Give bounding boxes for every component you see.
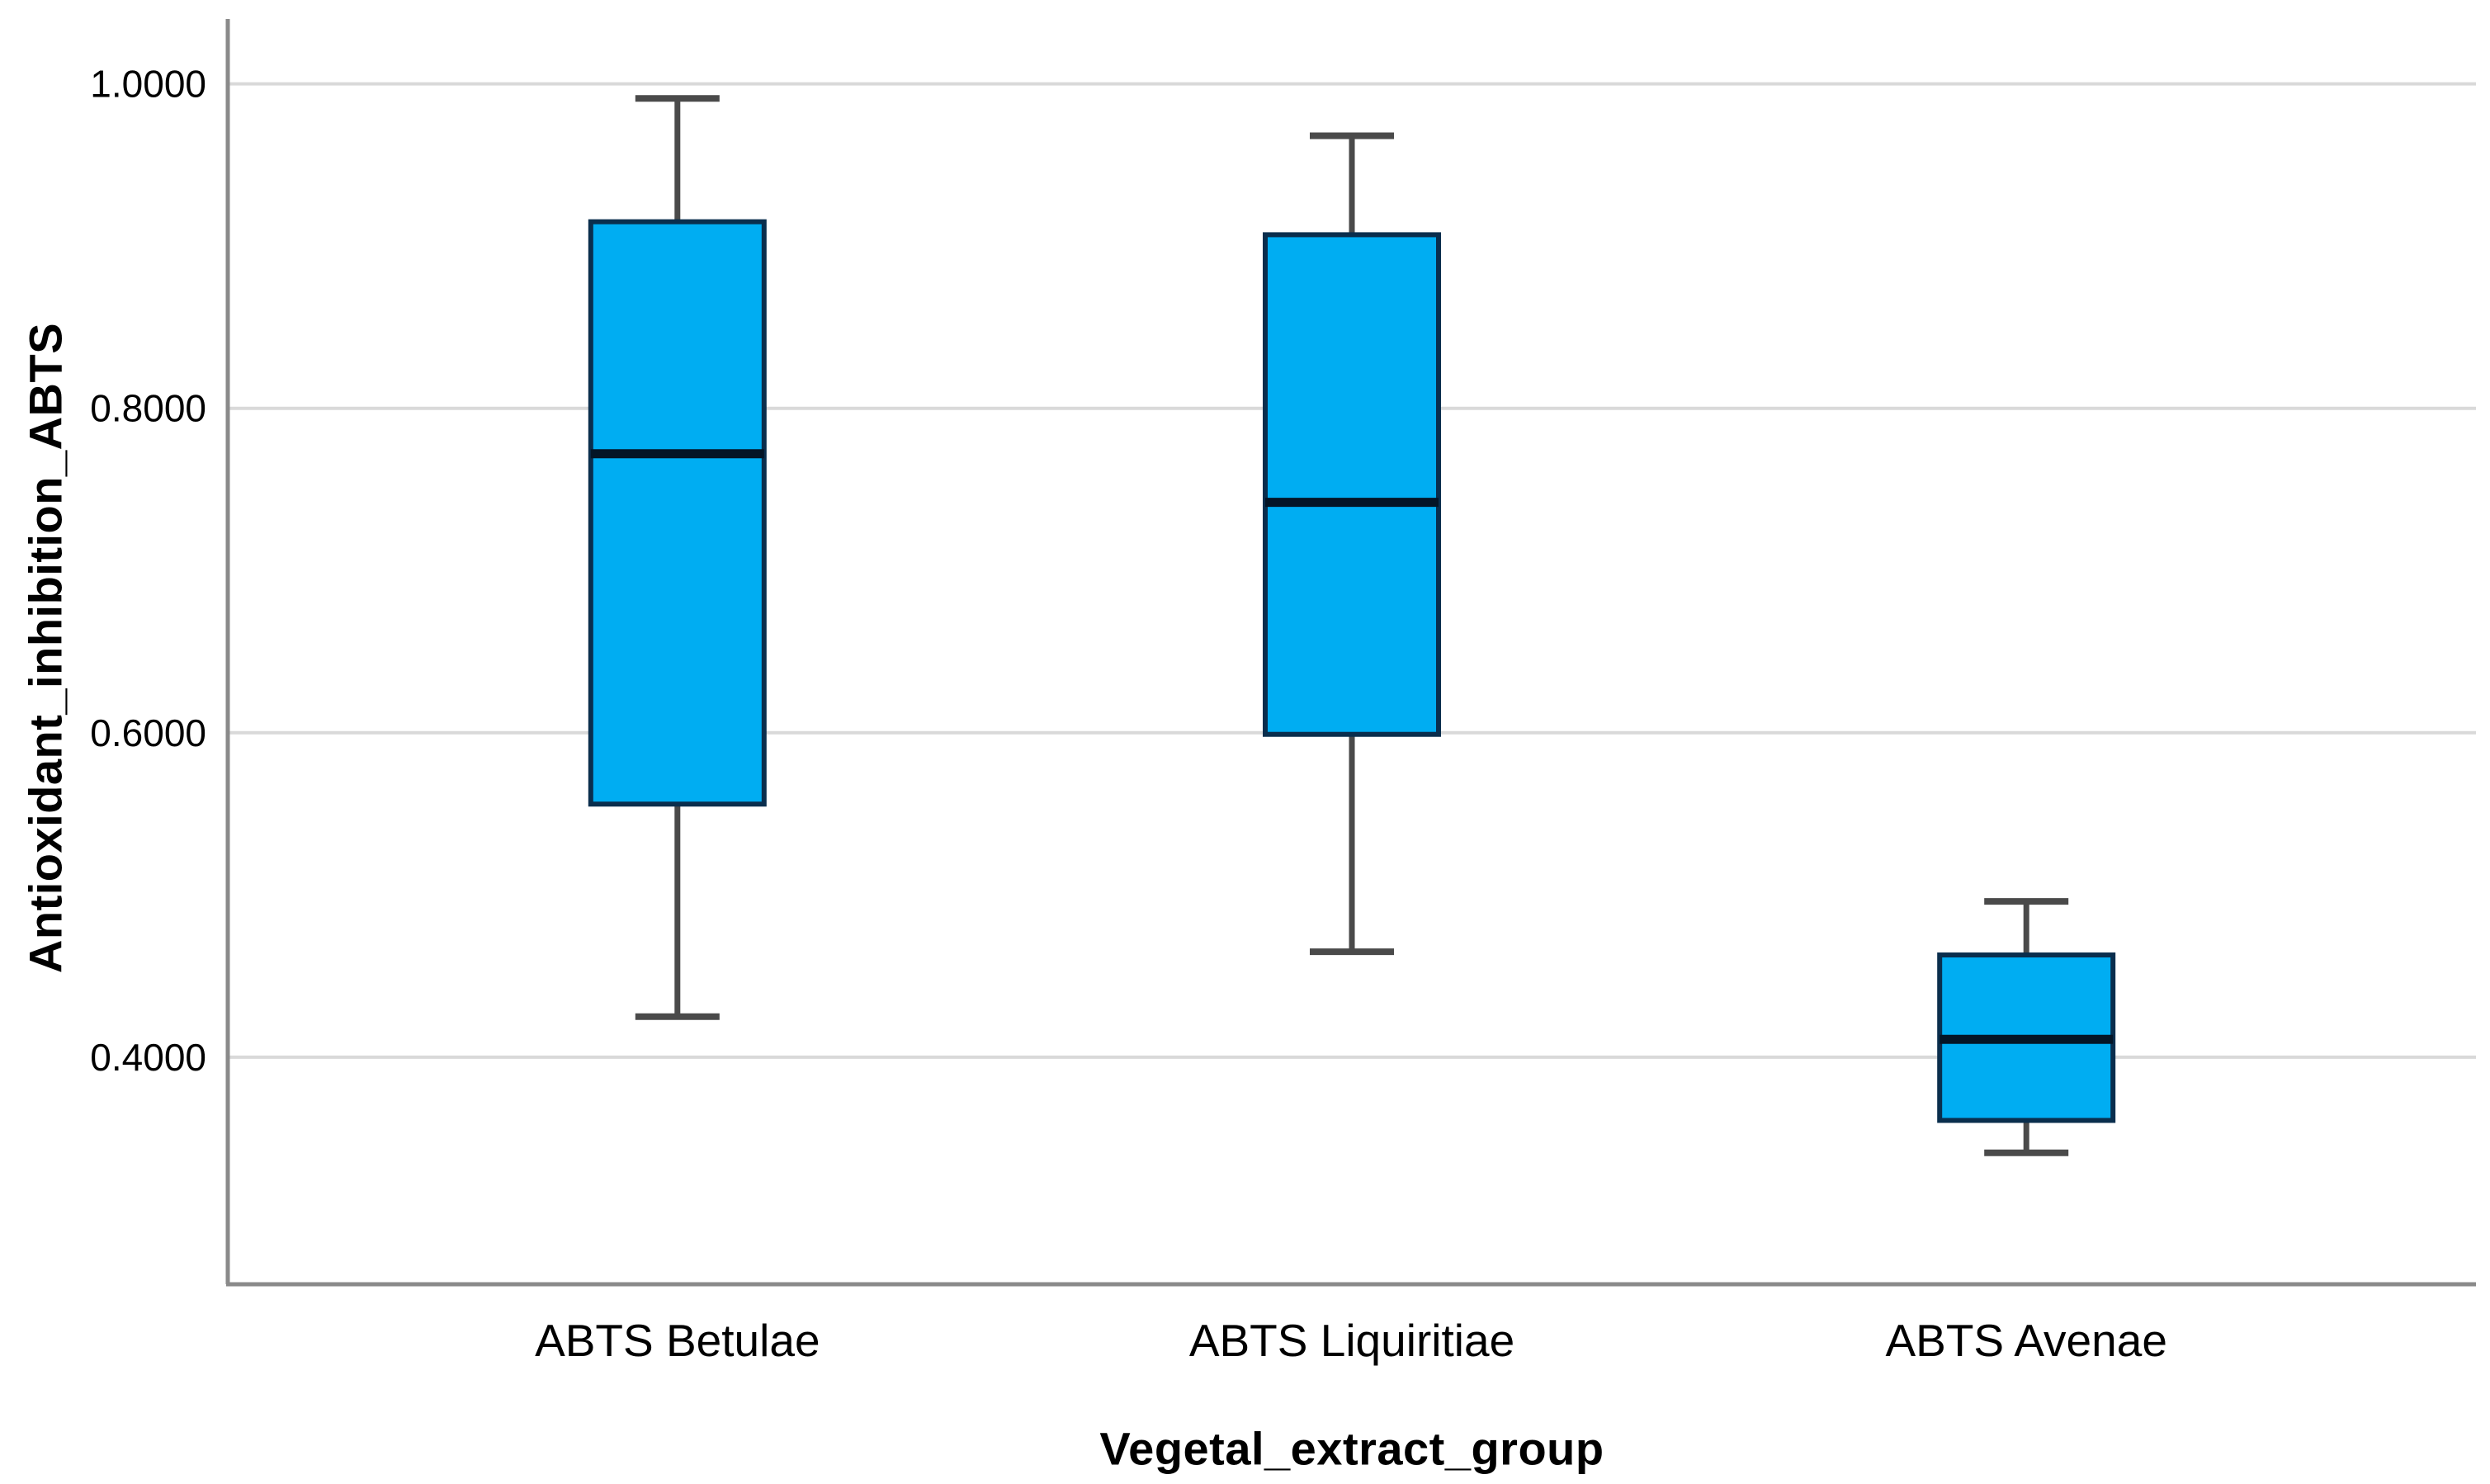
y-tick-label: 0.8000 xyxy=(90,387,206,430)
x-category-label: ABTS Avenae xyxy=(1885,1315,2166,1366)
x-category-label: ABTS Liquiritiae xyxy=(1189,1315,1514,1366)
x-category-label: ABTS Betulae xyxy=(535,1315,820,1366)
x-axis-title: Vegetal_extract_group xyxy=(1099,1422,1604,1475)
y-tick-label: 1.0000 xyxy=(90,63,206,106)
iqr-box xyxy=(1263,232,1441,737)
y-axis-title: Antioxidant_inhibition_ABTS xyxy=(19,322,72,974)
y-tick-label: 0.4000 xyxy=(90,1036,206,1079)
y-tick-label: 0.6000 xyxy=(90,711,206,754)
iqr-box xyxy=(588,219,767,807)
